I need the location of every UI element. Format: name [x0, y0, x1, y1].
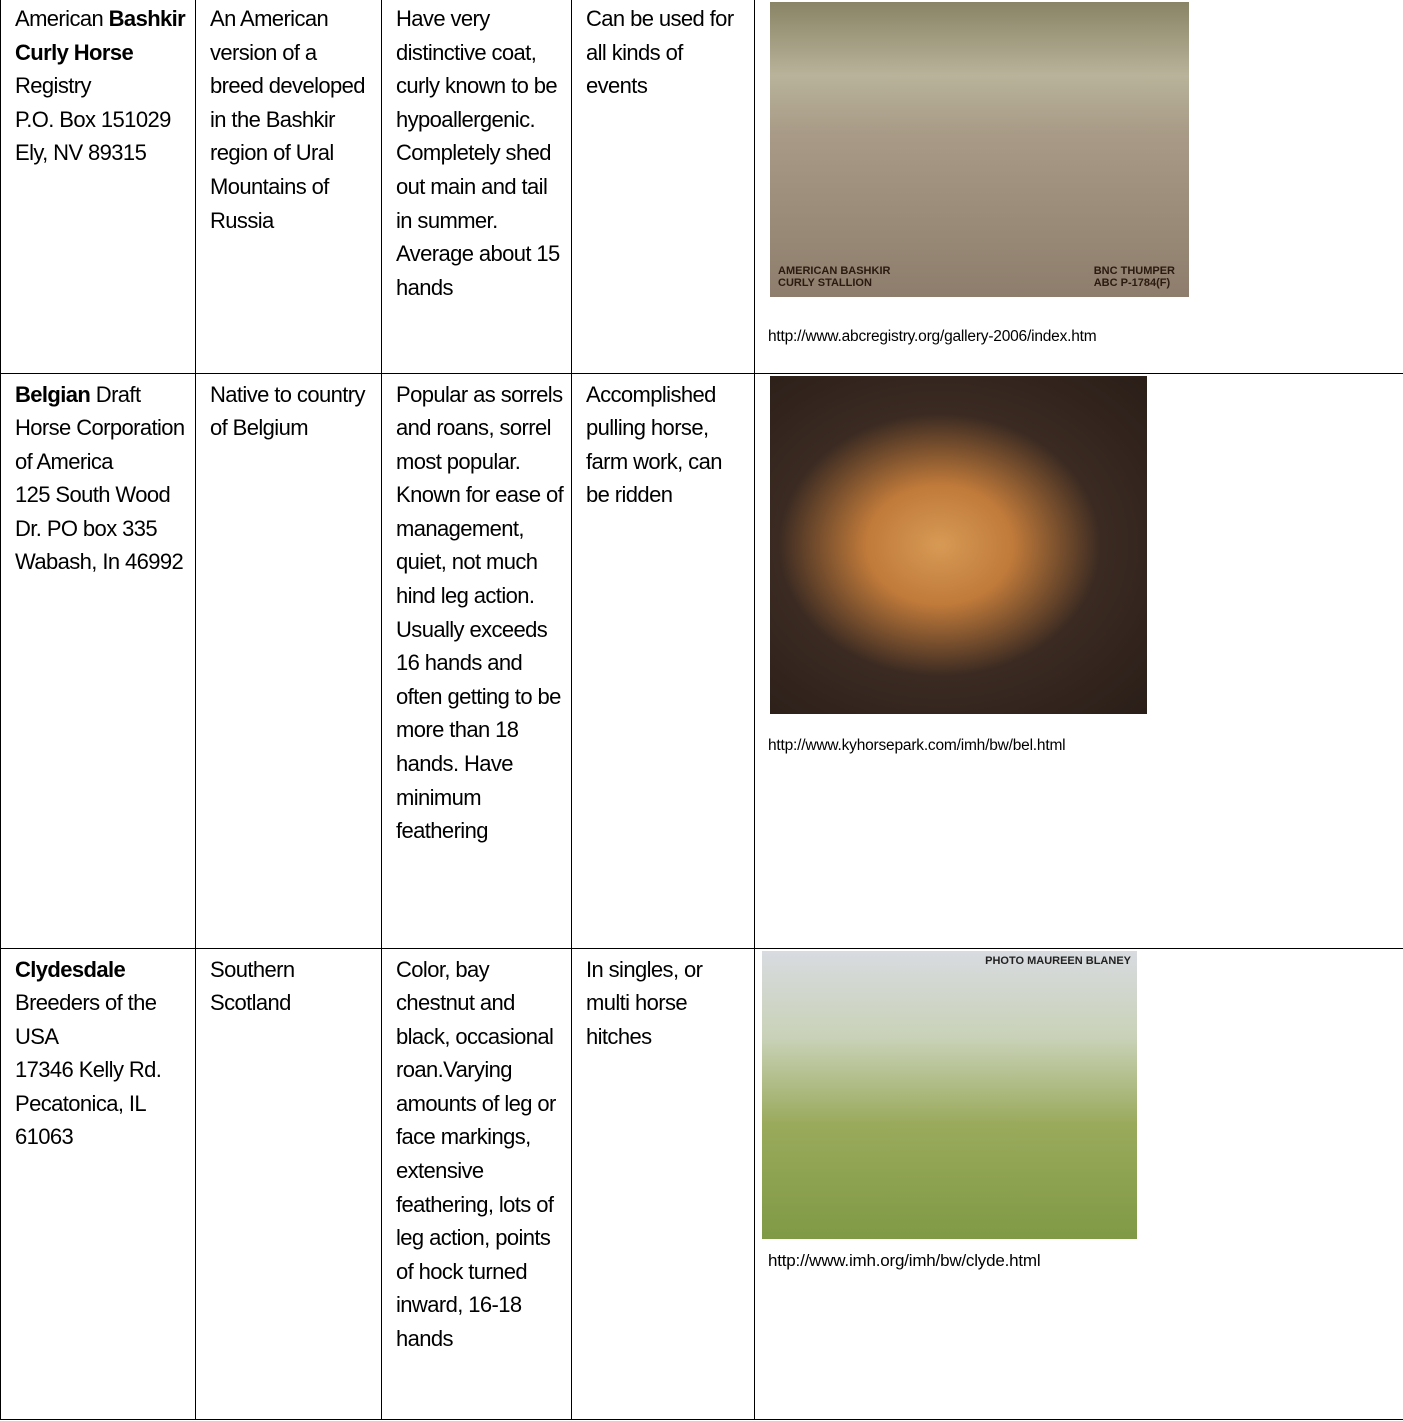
origin-cell: An American version of a breed developed…: [195, 0, 382, 374]
table-row: American Bashkir Curly Horse Registry P.…: [0, 0, 1403, 374]
image-cell: AMERICAN BASHKIR CURLY STALLION BNC THUMP…: [754, 0, 1403, 374]
registry-cell: Belgian Draft Horse Corporation of Ameri…: [0, 372, 196, 949]
registry-text: American: [15, 6, 109, 31]
characteristics-cell: Popular as sorrels and roans, sorrel mos…: [381, 372, 572, 949]
image-cell: PHOTO MAUREEN BLANEY http://www.imh.org/i…: [754, 947, 1403, 1420]
table-row: Clydesdale Breeders of the USA 17346 Kel…: [0, 947, 1403, 1420]
registry-text: Belgian: [15, 381, 91, 407]
characteristics-cell: Have very distinctive coat, curly known …: [381, 0, 572, 374]
registry-text: Clydesdale: [15, 956, 126, 982]
registry-cell: Clydesdale Breeders of the USA 17346 Kel…: [0, 947, 196, 1420]
characteristics-cell: Color, bay chestnut and black, occasiona…: [381, 947, 572, 1420]
photo-caption: AMERICAN BASHKIR CURLY STALLION: [778, 265, 891, 289]
origin-cell: Native to country of Belgium: [195, 372, 382, 949]
image-cell: http://www.kyhorsepark.com/imh/bw/bel.ht…: [754, 372, 1403, 949]
uses-cell: Can be used for all kinds of events: [571, 0, 755, 374]
origin-cell: Southern Scotland: [195, 947, 382, 1420]
horse-photo: AMERICAN BASHKIR CURLY STALLION BNC THUMP…: [770, 2, 1189, 297]
horse-photo: [770, 375, 1147, 714]
photo-caption: BNC THUMPER ABC P-1784(F): [1093, 265, 1175, 289]
uses-cell: Accomplished pulling horse, farm work, c…: [571, 372, 755, 949]
photo-caption: PHOTO MAUREEN BLANEY: [985, 954, 1131, 967]
image-source: http://www.kyhorsepark.com/imh/bw/bel.ht…: [768, 736, 1066, 754]
registry-text: Draft Horse Corporation of America 125 S…: [15, 381, 185, 575]
registry-text: Registry P.O. Box 151029 Ely, NV 89315: [15, 73, 171, 166]
image-source: http://www.imh.org/imh/bw/clyde.html: [768, 1250, 1041, 1270]
table-row: Belgian Draft Horse Corporation of Ameri…: [0, 372, 1403, 949]
registry-text: Bashkir Curly Horse: [15, 6, 186, 65]
image-source: http://www.abcregistry.org/gallery-2006/…: [768, 328, 1097, 345]
horse-photo: PHOTO MAUREEN BLANEY: [762, 950, 1137, 1239]
uses-cell: In singles, or multi horse hitches: [571, 947, 755, 1420]
registry-text: Breeders of the USA 17346 Kelly Rd. Peca…: [15, 990, 162, 1150]
registry-cell: American Bashkir Curly Horse Registry P.…: [0, 0, 196, 374]
